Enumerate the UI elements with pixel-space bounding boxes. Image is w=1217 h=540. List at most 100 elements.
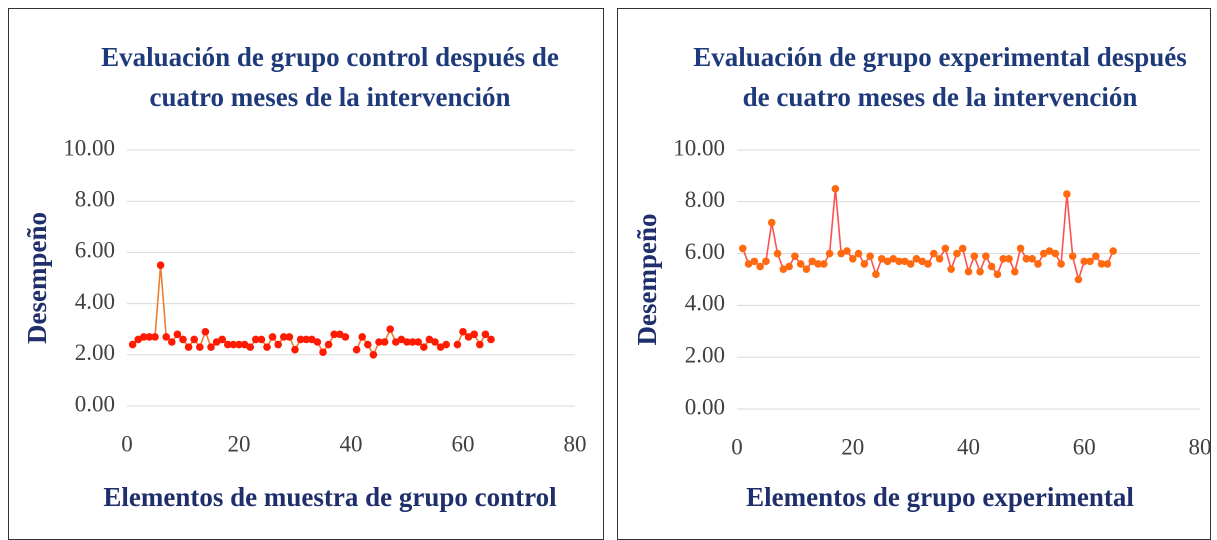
data-point <box>1086 257 1094 266</box>
data-point <box>296 335 305 344</box>
y-tick-label: 2.00 <box>75 340 115 365</box>
data-point <box>252 335 260 344</box>
data-point <box>403 338 411 346</box>
data-point <box>481 330 490 339</box>
data-point <box>1109 247 1117 255</box>
chart-title: cuatro meses de la intervención <box>150 82 511 112</box>
x-axis-label: Elementos de grupo experimental <box>746 482 1134 512</box>
data-point <box>866 252 874 260</box>
data-point <box>352 345 361 354</box>
data-point <box>442 340 451 349</box>
data-point <box>791 252 799 260</box>
data-point <box>750 257 759 266</box>
data-point <box>872 270 880 279</box>
data-point <box>459 327 467 336</box>
data-point <box>184 343 193 351</box>
data-point <box>1016 244 1025 253</box>
x-tick-label: 40 <box>957 434 980 459</box>
data-point <box>773 249 782 258</box>
data-point <box>375 338 383 346</box>
y-tick-label: 8.00 <box>75 186 115 211</box>
data-point <box>173 330 182 339</box>
data-point <box>1028 254 1036 263</box>
data-point <box>756 262 764 271</box>
data-point <box>431 338 439 346</box>
x-tick-label: 20 <box>841 434 864 459</box>
data-point <box>341 333 350 341</box>
data-point <box>987 262 996 271</box>
data-point <box>779 265 788 273</box>
data-point <box>470 330 479 339</box>
data-point <box>263 343 271 351</box>
data-point <box>330 330 339 339</box>
data-point <box>268 333 277 341</box>
data-point <box>324 340 333 349</box>
data-point <box>364 340 372 349</box>
data-point <box>1092 252 1100 260</box>
data-point <box>369 351 378 359</box>
data-point <box>257 335 266 344</box>
data-point <box>843 247 851 255</box>
x-tick-label: 60 <box>1073 434 1096 459</box>
y-tick-label: 0.00 <box>75 391 115 416</box>
data-point <box>476 340 484 349</box>
data-point <box>280 333 288 341</box>
data-point <box>313 338 322 346</box>
data-point <box>860 260 869 268</box>
data-point <box>156 261 165 270</box>
data-point <box>808 257 817 266</box>
data-point <box>1005 254 1013 263</box>
data-point <box>196 343 204 351</box>
y-tick-label: 0.00 <box>685 394 725 419</box>
data-point <box>901 257 909 266</box>
data-point <box>151 333 159 341</box>
y-axis-label: Desempeño <box>22 212 52 344</box>
data-point <box>420 343 428 351</box>
data-point <box>976 267 984 276</box>
data-point <box>1045 247 1054 255</box>
x-tick-label: 0 <box>731 434 743 459</box>
data-point <box>970 252 979 260</box>
data-point <box>1057 260 1065 268</box>
x-tick-label: 0 <box>121 431 133 456</box>
y-tick-label: 6.00 <box>685 239 725 264</box>
data-point <box>802 265 811 273</box>
data-point <box>235 340 243 349</box>
data-point <box>744 260 753 268</box>
data-point <box>218 335 226 344</box>
data-point <box>738 244 747 253</box>
data-point <box>767 218 776 227</box>
data-point <box>825 249 834 258</box>
data-point <box>924 260 932 268</box>
chart-title: Evaluación de grupo control después de <box>101 42 559 72</box>
y-tick-label: 4.00 <box>685 291 725 316</box>
data-point <box>408 338 417 346</box>
data-point <box>1097 260 1106 268</box>
data-point <box>1080 257 1089 266</box>
data-point <box>1103 260 1112 268</box>
x-tick-label: 20 <box>228 431 251 456</box>
x-tick-label: 80 <box>1189 434 1212 459</box>
data-point <box>128 340 137 349</box>
data-point <box>877 254 886 263</box>
data-point <box>1034 260 1042 268</box>
data-point <box>386 325 395 334</box>
data-point <box>1022 254 1031 263</box>
data-point <box>796 260 805 268</box>
data-point <box>229 340 238 349</box>
y-tick-label: 6.00 <box>75 238 115 263</box>
data-point <box>274 340 283 349</box>
data-point <box>831 185 840 193</box>
data-point <box>993 270 1002 279</box>
data-point <box>953 249 961 258</box>
data-point <box>291 345 299 354</box>
data-point <box>929 249 938 258</box>
data-point <box>820 260 828 268</box>
data-point <box>814 260 822 268</box>
y-tick-label: 10.00 <box>63 135 115 160</box>
data-point <box>302 335 311 344</box>
data-point <box>358 333 367 341</box>
data-point <box>854 249 863 258</box>
data-point <box>319 348 327 357</box>
